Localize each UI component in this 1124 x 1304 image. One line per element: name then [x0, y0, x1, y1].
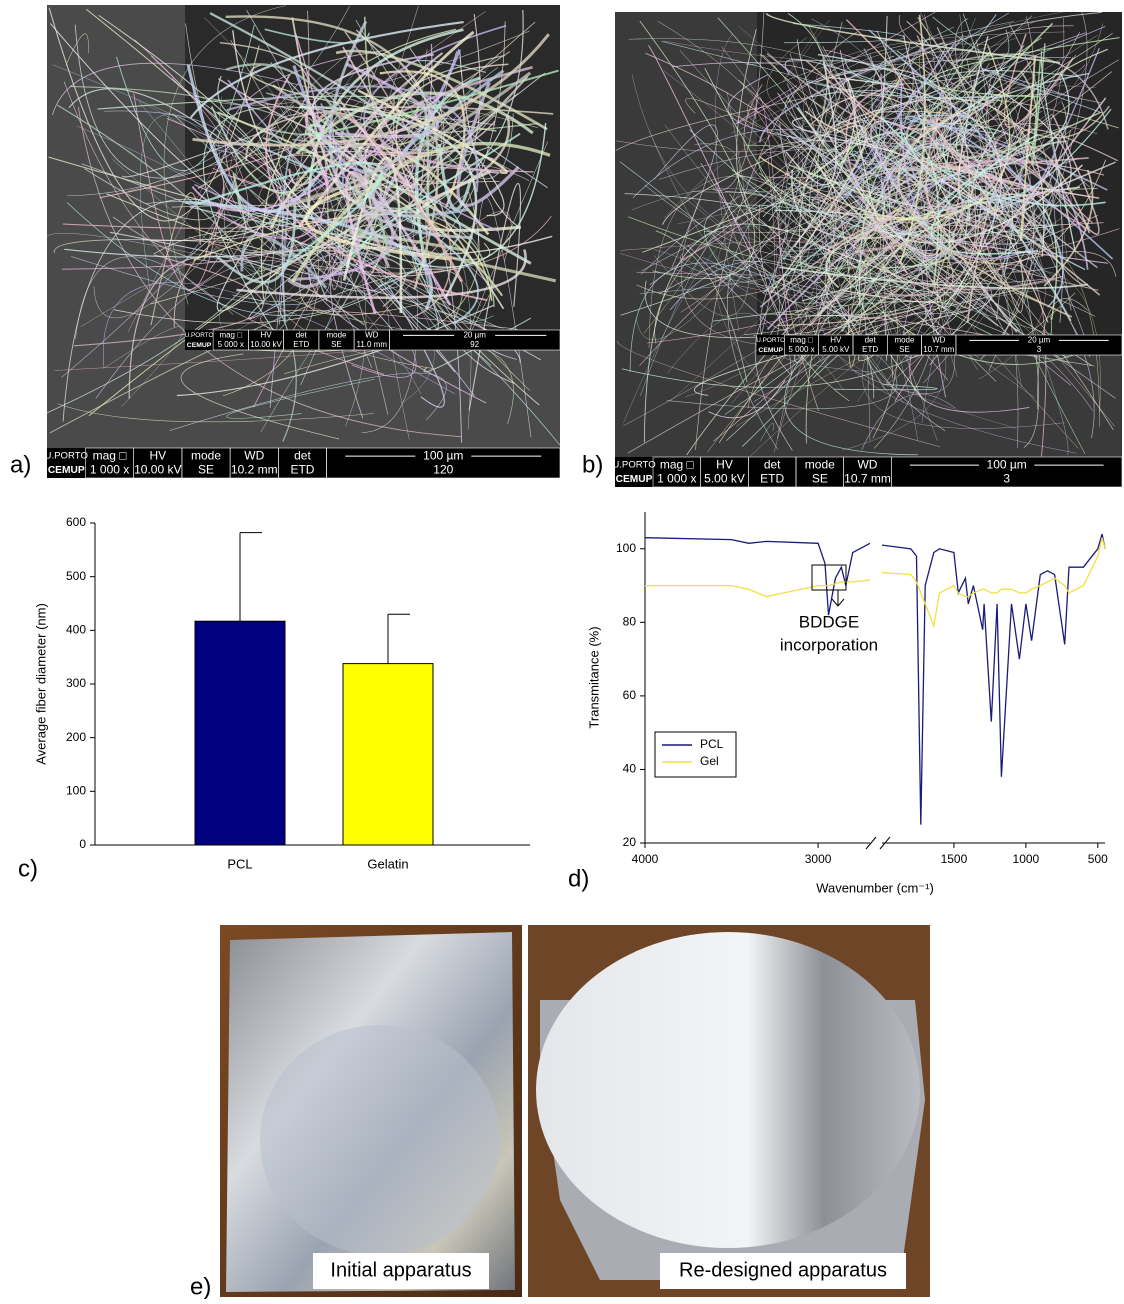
- info-header: mode: [805, 457, 835, 471]
- line-series: [645, 534, 1105, 825]
- annotation: BDDGE: [799, 612, 859, 631]
- foil-disc: [260, 1025, 500, 1255]
- y-tick-label: 200: [66, 730, 86, 744]
- info-value: 5 000 x: [788, 345, 814, 354]
- y-tick-label: 500: [66, 569, 86, 583]
- logo: U.PORTO: [612, 460, 655, 471]
- figure: Initial apparatus Re-designed apparatus …: [0, 0, 1124, 1299]
- info-header: WD: [244, 448, 264, 462]
- info-header: mag □: [660, 457, 694, 471]
- y-tick-label: 100: [616, 541, 636, 555]
- logo: U.PORTO: [45, 451, 88, 462]
- info-value: SE: [198, 463, 214, 477]
- info-header: WD: [365, 331, 379, 340]
- photo-caption: Initial apparatus: [330, 1259, 471, 1281]
- logo: CEMUP: [187, 342, 212, 349]
- page: {"panels":{"labels":["a)","b)","c)","d)"…: [0, 0, 1124, 1299]
- scale-text: 20 µm: [463, 331, 486, 340]
- legend-label: PCL: [700, 737, 724, 751]
- x-axis-label: Wavenumber (cm⁻¹): [816, 880, 934, 895]
- image-label: 3: [1037, 345, 1042, 354]
- info-header: mode: [191, 448, 221, 462]
- x-tick-label: PCL: [227, 856, 252, 871]
- info-header: WD: [857, 457, 877, 471]
- x-tick-label: Gelatin: [367, 856, 408, 871]
- photo-caption: Re-designed apparatus: [679, 1259, 887, 1281]
- info-value: 10.00 kV: [250, 340, 282, 349]
- bar: [195, 621, 285, 845]
- info-header: HV: [830, 336, 842, 345]
- y-tick-label: 20: [623, 835, 637, 849]
- y-axis-label: Transmitance (%): [586, 626, 601, 728]
- image-label: 120: [433, 463, 453, 477]
- panel-label: d): [568, 865, 589, 892]
- panel-label: b): [582, 451, 603, 478]
- info-value: ETD: [290, 463, 314, 477]
- logo: U.PORTO: [756, 337, 785, 344]
- info-header: HV: [149, 448, 166, 462]
- y-tick-label: 600: [66, 515, 86, 529]
- info-value: 10.7 mm: [844, 472, 891, 486]
- info-header: HV: [260, 331, 272, 340]
- info-value: 5.00 kV: [704, 472, 745, 486]
- info-value: 10.00 kV: [134, 463, 181, 477]
- info-value: SE: [899, 345, 910, 354]
- info-value: 10.7 mm: [923, 345, 954, 354]
- panel-label: c): [18, 855, 38, 882]
- info-value: 1 000 x: [90, 463, 129, 477]
- coated-disc: [536, 932, 920, 1248]
- info-header: det: [294, 448, 311, 462]
- scale-text: 100 µm: [423, 448, 463, 462]
- panel-label: e): [190, 1273, 211, 1299]
- scale-text: 20 µm: [1028, 336, 1051, 345]
- legend: [655, 732, 736, 777]
- info-value: ETD: [293, 340, 309, 349]
- image-label: 92: [470, 340, 479, 349]
- bar: [343, 664, 433, 845]
- x-tick-label: 4000: [632, 852, 659, 866]
- info-value: 1 000 x: [657, 472, 696, 486]
- info-value: SE: [331, 340, 342, 349]
- info-value: ETD: [760, 472, 784, 486]
- info-header: det: [296, 331, 308, 340]
- info-value: 11.0 mm: [356, 340, 387, 349]
- x-tick-label: 1000: [1013, 852, 1040, 866]
- y-tick-label: 300: [66, 676, 86, 690]
- line-series: [645, 538, 1105, 626]
- info-header: mode: [894, 336, 915, 345]
- info-header: mag □: [93, 448, 127, 462]
- info-header: HV: [716, 457, 733, 471]
- y-tick-label: 400: [66, 623, 86, 637]
- info-header: det: [865, 336, 877, 345]
- y-tick-label: 0: [79, 837, 86, 851]
- y-tick-label: 100: [66, 784, 86, 798]
- logo: CEMUP: [48, 465, 85, 476]
- logo: CEMUP: [758, 347, 783, 354]
- info-header: mag □: [219, 331, 242, 340]
- y-tick-label: 60: [623, 688, 637, 702]
- x-tick-label: 3000: [805, 852, 832, 866]
- info-value: SE: [812, 472, 828, 486]
- x-tick-label: 500: [1088, 852, 1108, 866]
- logo: CEMUP: [616, 474, 653, 485]
- x-tick-label: 1500: [941, 852, 968, 866]
- info-value: ETD: [862, 345, 878, 354]
- info-header: WD: [932, 336, 946, 345]
- info-value: 5.00 kV: [822, 345, 850, 354]
- y-tick-label: 40: [623, 762, 637, 776]
- y-axis-label: Average fiber diameter (nm): [33, 603, 48, 765]
- info-header: mag □: [790, 336, 813, 345]
- scale-text: 100 µm: [987, 457, 1027, 471]
- info-header: mode: [326, 331, 347, 340]
- panel-label: a): [10, 451, 31, 478]
- y-tick-label: 80: [623, 615, 637, 629]
- legend-label: Gel: [700, 754, 719, 768]
- logo: U.PORTO: [185, 332, 214, 339]
- info-header: det: [764, 457, 781, 471]
- image-label: 3: [1003, 472, 1010, 486]
- info-value: 5 000 x: [218, 340, 244, 349]
- annotation: incorporation: [780, 635, 878, 654]
- info-value: 10.2 mm: [231, 463, 278, 477]
